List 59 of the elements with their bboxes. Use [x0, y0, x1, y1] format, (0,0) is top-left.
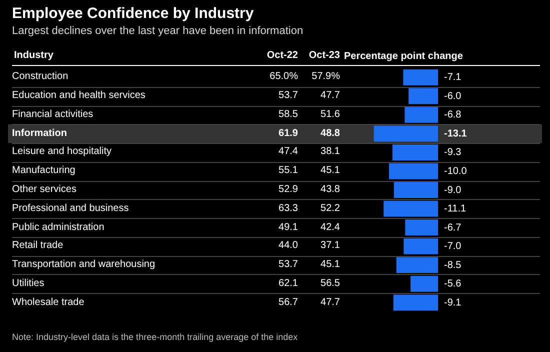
data-label: 47.7	[320, 296, 340, 309]
data-label: -9.3	[444, 147, 462, 158]
data-label: 52.9	[278, 184, 298, 196]
data-label: 62.1	[278, 278, 298, 290]
data-label: -11.1	[444, 204, 466, 215]
data-label: 55.1	[278, 165, 298, 178]
category-label: Other services	[12, 184, 76, 196]
data-label: 63.3	[278, 202, 298, 215]
data-label: 52.2	[320, 202, 340, 215]
data-label: -10.0	[444, 166, 468, 177]
data-label: 49.1	[278, 222, 298, 234]
data-label: 51.6	[320, 108, 340, 121]
text: Oct-22	[266, 50, 298, 62]
text: Industry	[14, 50, 54, 62]
category-label: Manufacturing	[12, 165, 76, 178]
category-label: Professional and business	[12, 202, 129, 215]
text: Employee Confidence by Industry	[12, 5, 254, 22]
data-label: 53.7	[278, 90, 298, 102]
data-label: 42.4	[320, 222, 340, 234]
data-label: -9.1	[444, 297, 462, 308]
data-label: 47.7	[320, 90, 340, 102]
text: Note: Industry-level data is the three-month trailing average of the index	[12, 332, 298, 342]
x-axis-title: Percentage point change	[344, 50, 464, 62]
category-label: Leisure and hospitality	[12, 146, 112, 158]
data-label: -13.1	[444, 128, 468, 140]
data-label: 58.5	[278, 108, 298, 121]
data-label: 37.1	[320, 240, 340, 252]
category-label: Financial activities	[12, 108, 94, 121]
data-label: 44.0	[278, 240, 298, 252]
category-label: Utilities	[12, 278, 44, 290]
data-label: -6.8	[444, 110, 462, 121]
data-label: -7.1	[444, 72, 462, 84]
data-label: -9.0	[444, 184, 462, 196]
data-label: 45.1	[320, 165, 340, 178]
category-label: Retail trade	[12, 240, 64, 252]
data-label: 45.1	[320, 259, 340, 272]
data-label: -8.5	[444, 260, 462, 271]
data-label: -7.0	[444, 241, 462, 252]
category-label: Construction	[12, 71, 68, 84]
data-label: 65.0%	[270, 71, 298, 84]
data-label: 53.7	[278, 259, 298, 272]
category-label: Public administration	[12, 222, 104, 234]
data-label: -5.6	[444, 278, 462, 290]
data-label: 61.9	[278, 128, 298, 140]
data-label: 48.8	[320, 128, 340, 140]
text: Largest declines over the last year have been in information	[12, 25, 304, 37]
data-label: 56.7	[278, 296, 298, 309]
data-label: -6.7	[444, 222, 462, 234]
data-label: 57.9%	[312, 71, 340, 84]
text: Oct-23	[308, 50, 340, 62]
category-label: Information	[12, 128, 67, 140]
data-label: 38.1	[320, 146, 340, 158]
category-label: Education and health services	[12, 90, 146, 102]
data-label: 43.8	[320, 184, 340, 196]
category-label: Transportation and warehousing	[12, 259, 156, 272]
data-label: 56.5	[320, 278, 340, 290]
data-label: -6.0	[444, 90, 462, 102]
data-label: 47.4	[278, 146, 298, 158]
category-label: Wholesale trade	[12, 296, 84, 309]
